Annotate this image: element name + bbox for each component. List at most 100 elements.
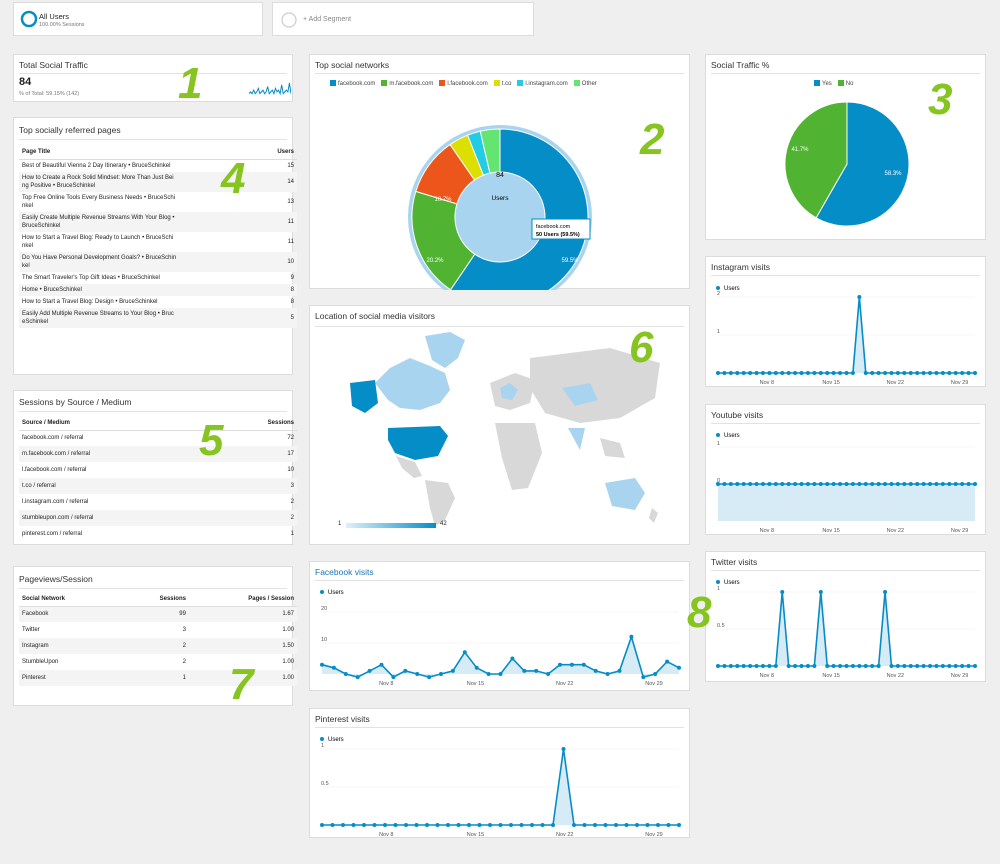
data-point[interactable]	[780, 371, 785, 375]
data-point[interactable]	[889, 371, 894, 375]
data-point[interactable]	[456, 823, 461, 827]
data-point[interactable]	[928, 371, 933, 375]
data-point[interactable]	[540, 823, 545, 827]
data-point[interactable]	[895, 371, 900, 375]
data-point[interactable]	[966, 482, 971, 486]
table-row[interactable]: Instagram 2 1.50	[19, 638, 297, 654]
table-row[interactable]: t.co / referral 3	[19, 478, 297, 494]
data-point[interactable]	[331, 665, 336, 670]
data-point[interactable]	[973, 664, 977, 668]
data-point[interactable]	[940, 664, 945, 668]
data-point[interactable]	[966, 371, 971, 375]
pie-slice[interactable]	[784, 101, 848, 219]
data-point[interactable]	[741, 482, 746, 486]
page-title-cell[interactable]: Top Free Online Tools Every Business Nee…	[22, 194, 176, 209]
data-point[interactable]	[953, 371, 958, 375]
table-row[interactable]: m.facebook.com / referral 17	[19, 446, 297, 462]
source-cell[interactable]: m.facebook.com / referral	[19, 446, 216, 462]
data-point[interactable]	[895, 482, 900, 486]
data-point[interactable]	[844, 664, 849, 668]
data-point[interactable]	[488, 823, 492, 827]
data-point[interactable]	[818, 371, 823, 375]
data-point[interactable]	[551, 823, 555, 827]
page-title-cell[interactable]: How to Start a Travel Blog: Design • Bru…	[22, 298, 158, 305]
data-point[interactable]	[883, 590, 888, 594]
data-point[interactable]	[805, 482, 810, 486]
network-cell[interactable]: StumbleUpon	[22, 659, 59, 665]
data-point[interactable]	[362, 823, 366, 827]
data-point[interactable]	[902, 371, 907, 375]
data-point[interactable]	[320, 823, 324, 827]
data-point[interactable]	[908, 371, 913, 375]
data-point[interactable]	[915, 371, 920, 375]
data-point[interactable]	[966, 664, 971, 668]
data-point[interactable]	[825, 482, 830, 486]
data-point[interactable]	[889, 664, 894, 668]
data-point[interactable]	[773, 664, 778, 668]
data-point[interactable]	[546, 672, 551, 676]
data-point[interactable]	[372, 823, 377, 827]
data-point[interactable]	[953, 664, 958, 668]
data-point[interactable]	[863, 664, 868, 668]
data-point[interactable]	[870, 482, 875, 486]
data-point[interactable]	[921, 482, 926, 486]
data-point[interactable]	[818, 590, 823, 594]
page-title-cell[interactable]: Easily Create Multiple Revenue Streams W…	[19, 211, 263, 232]
data-point[interactable]	[677, 823, 681, 827]
data-point[interactable]	[439, 672, 443, 676]
data-point[interactable]	[403, 668, 408, 673]
data-point[interactable]	[522, 668, 527, 673]
data-point[interactable]	[799, 371, 804, 375]
table-row[interactable]: The Smart Traveler's Top Gift Ideas • Br…	[19, 272, 297, 284]
data-point[interactable]	[427, 675, 432, 680]
data-point[interactable]	[857, 295, 862, 299]
data-point[interactable]	[486, 672, 491, 676]
data-point[interactable]	[780, 590, 785, 594]
data-point[interactable]	[908, 482, 913, 486]
data-point[interactable]	[895, 664, 900, 668]
legend-label[interactable]: Users	[328, 737, 344, 743]
pie-slice[interactable]	[815, 101, 910, 227]
legend-label[interactable]: l.facebook.com	[447, 81, 488, 87]
data-point[interactable]	[838, 371, 843, 375]
data-point[interactable]	[799, 664, 804, 668]
legend-label[interactable]: Yes	[822, 81, 832, 87]
data-point[interactable]	[677, 665, 681, 670]
data-point[interactable]	[735, 371, 740, 375]
data-point[interactable]	[617, 668, 622, 673]
data-point[interactable]	[341, 823, 345, 827]
data-point[interactable]	[653, 672, 658, 676]
data-point[interactable]	[831, 664, 836, 668]
data-point[interactable]	[614, 823, 618, 827]
data-point[interactable]	[812, 482, 817, 486]
page-title-cell[interactable]: Do You Have Personal Development Goals? …	[19, 251, 263, 272]
data-point[interactable]	[605, 672, 610, 676]
legend-label[interactable]: facebook.com	[338, 81, 376, 87]
data-point[interactable]	[467, 823, 471, 827]
data-point[interactable]	[973, 371, 977, 375]
data-point[interactable]	[656, 823, 660, 827]
data-point[interactable]	[773, 482, 778, 486]
data-point[interactable]	[902, 482, 907, 486]
data-point[interactable]	[741, 664, 746, 668]
data-point[interactable]	[767, 664, 772, 668]
data-point[interactable]	[728, 371, 733, 375]
data-point[interactable]	[831, 371, 836, 375]
data-point[interactable]	[462, 650, 467, 655]
data-point[interactable]	[351, 823, 356, 827]
data-point[interactable]	[838, 664, 843, 668]
page-title-cell[interactable]: How to Start a Travel Blog: Ready to Lau…	[22, 234, 174, 249]
table-row[interactable]: l.instagram.com / referral 2	[19, 494, 297, 510]
data-point[interactable]	[902, 664, 907, 668]
data-point[interactable]	[754, 664, 759, 668]
data-point[interactable]	[722, 371, 727, 375]
source-cell[interactable]: facebook.com / referral	[22, 435, 84, 442]
data-point[interactable]	[908, 664, 913, 668]
source-cell[interactable]: t.co / referral	[19, 478, 216, 494]
data-point[interactable]	[728, 482, 733, 486]
data-point[interactable]	[569, 662, 574, 667]
data-point[interactable]	[857, 482, 862, 486]
data-point[interactable]	[735, 664, 740, 668]
data-point[interactable]	[666, 823, 671, 827]
source-cell[interactable]: l.instagram.com / referral	[22, 499, 89, 505]
